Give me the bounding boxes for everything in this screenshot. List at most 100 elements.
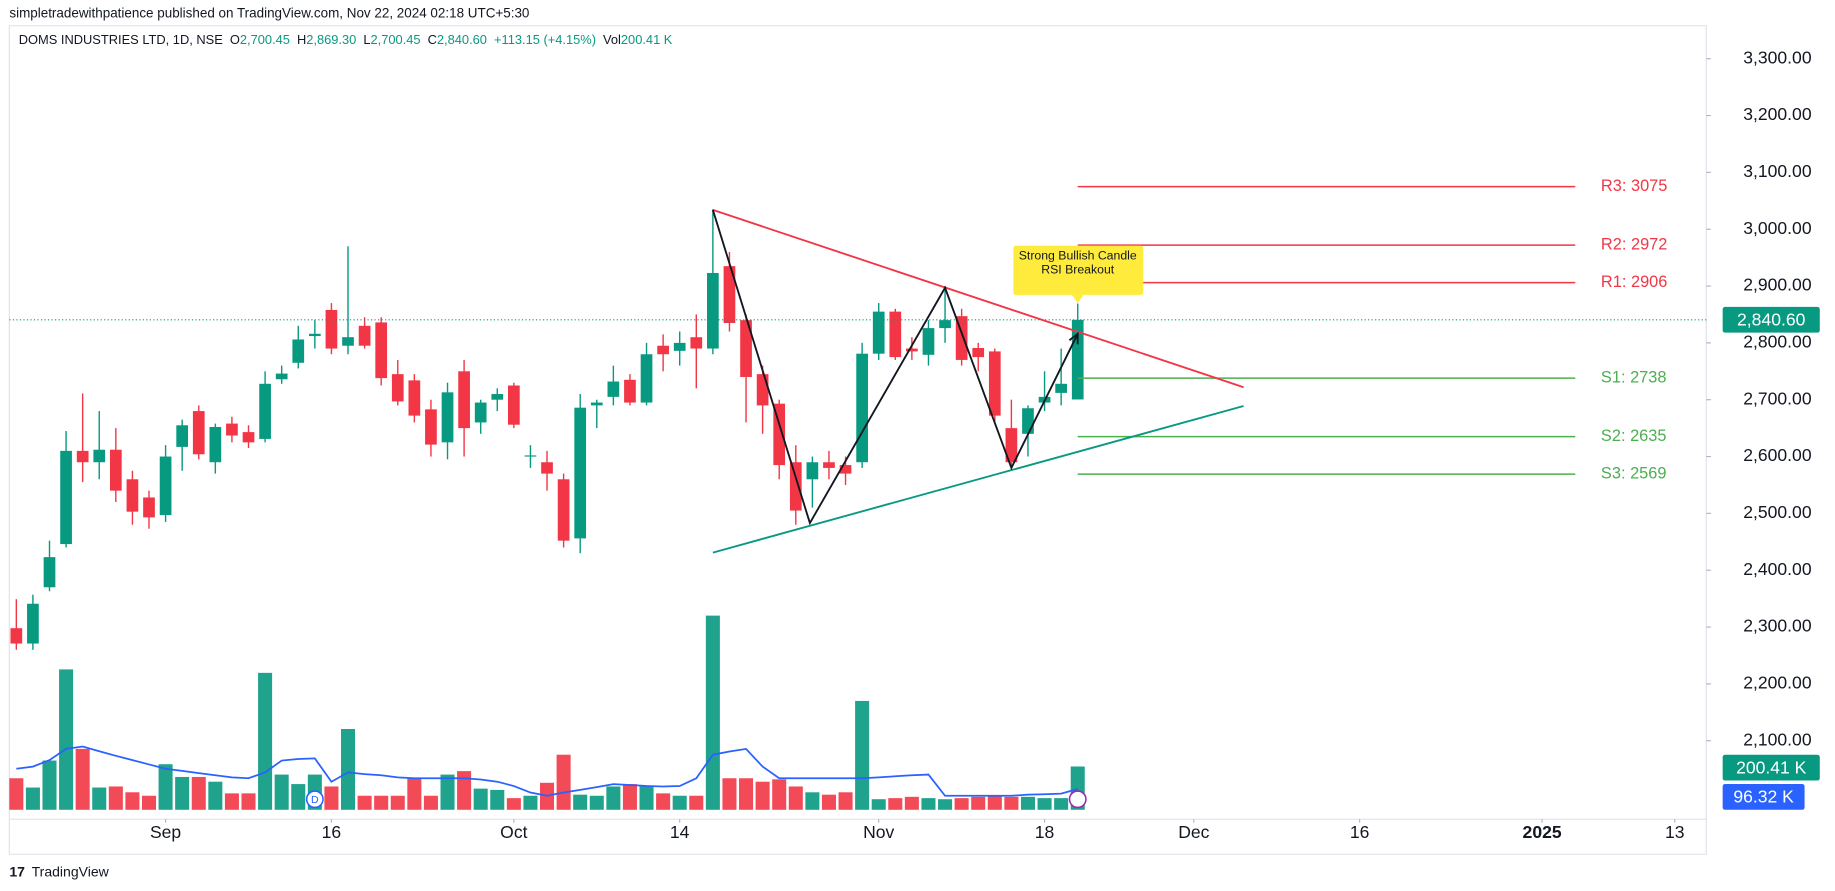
candle-body	[242, 432, 255, 443]
level-label: R3: 3075	[1601, 177, 1667, 195]
plot: 2,100.00 2,200.00 2,300.00 2,400.00 2,500.00…	[9, 47, 1820, 842]
level-label: R2: 2972	[1601, 235, 1667, 253]
volume-bar	[739, 778, 754, 810]
ohlc-legend: DOMS INDUSTRIES LTD, 1D, NSE O2,700.45 H2,…	[19, 32, 673, 47]
candle-body	[939, 320, 951, 329]
arrow-head	[1068, 331, 1079, 345]
candle-body	[126, 479, 139, 512]
ohlc-key: L	[363, 32, 370, 47]
volume-ma-last-box	[1722, 784, 1805, 810]
candle-body	[789, 462, 802, 511]
volume-bar	[108, 786, 123, 810]
candle-body	[972, 347, 985, 358]
volume-bar	[921, 798, 936, 810]
candle-body	[259, 383, 271, 439]
candle-body	[756, 374, 769, 406]
volume-bar	[59, 669, 74, 810]
y-tick-label: 2,800.00	[1743, 332, 1812, 352]
candle-body	[823, 462, 835, 468]
candle-body	[574, 407, 587, 539]
level-label: S2: 2635	[1601, 427, 1667, 445]
level-label: S1: 2738	[1601, 368, 1667, 386]
volume-bar	[25, 787, 40, 810]
volume-bar	[705, 615, 720, 810]
candle-body	[707, 272, 719, 349]
x-tick-label: 14	[670, 822, 690, 842]
candle-body	[624, 379, 636, 403]
volume-bar	[573, 794, 588, 810]
y-tick-label: 2,900.00	[1743, 275, 1812, 295]
volume-bar	[390, 795, 405, 810]
volume-bar	[987, 795, 1002, 810]
ohlc-key: C	[428, 32, 437, 47]
candle-body	[872, 311, 885, 354]
volume-bar	[92, 787, 107, 810]
footer-logo: 17 TradingView	[9, 864, 109, 880]
candle-body	[425, 409, 437, 445]
ohlc-value: 2,869.30	[306, 32, 356, 47]
volume-bar	[324, 786, 339, 810]
volume-bar	[291, 784, 306, 810]
candle-body	[740, 320, 752, 377]
publisher-header: simpletradewithpatience published on Tra…	[9, 6, 529, 21]
candle-body	[474, 402, 487, 423]
candle-body	[839, 465, 852, 474]
level-label: R1: 2906	[1601, 273, 1667, 291]
candle-body	[922, 328, 935, 355]
volume-bar	[805, 792, 820, 810]
candle-body	[640, 354, 653, 403]
candle-body	[508, 385, 520, 425]
candle-body	[673, 342, 686, 351]
volume-bar	[556, 754, 571, 810]
volume-bar	[838, 792, 853, 810]
candle-body	[192, 411, 205, 455]
x-tick-label: Sep	[150, 822, 181, 842]
candle-body	[308, 333, 321, 337]
volume-bar	[672, 795, 687, 810]
plot-frame	[8, 25, 1707, 855]
volume-bar	[9, 778, 24, 810]
volume-bar	[258, 672, 273, 810]
volume-bar	[440, 774, 455, 810]
x-tick-label: 13	[1665, 822, 1685, 842]
y-tick-label: 2,100.00	[1743, 729, 1812, 749]
callout-box	[1013, 245, 1144, 295]
candle-body	[988, 351, 1001, 416]
volume-bar	[175, 776, 190, 810]
volume-bar	[191, 776, 206, 810]
x-tick-label: Nov	[863, 822, 894, 842]
trendline	[712, 405, 1244, 554]
candle-body	[524, 455, 537, 457]
volume-bar	[855, 700, 870, 810]
volume-bar	[904, 796, 919, 810]
candle-body	[408, 380, 421, 416]
x-tick-label: 16	[322, 822, 342, 842]
volume-bar	[589, 795, 604, 810]
volume-value: 200.41 K	[621, 32, 673, 47]
x-tick-label: Oct	[500, 822, 527, 842]
volume-bar	[772, 779, 787, 810]
volume-last-box	[1722, 754, 1820, 781]
volume-bar	[423, 795, 438, 810]
candle-body	[906, 348, 918, 352]
candle-body	[856, 353, 868, 463]
candle-body	[93, 449, 106, 463]
x-tick-label: 18	[1035, 822, 1055, 842]
ohlc-key: H	[297, 32, 306, 47]
trendline	[712, 208, 1244, 389]
volume-bar	[722, 778, 737, 810]
volume-bar	[473, 788, 488, 810]
candle-body	[275, 373, 288, 380]
volume-bar	[407, 778, 422, 810]
y-tick-label: 2,300.00	[1743, 616, 1812, 636]
candle-body	[458, 371, 470, 429]
volume-bar	[490, 789, 505, 810]
y-tick-label: 3,000.00	[1743, 218, 1812, 238]
volume-bar	[954, 798, 969, 810]
y-tick-label: 2,500.00	[1743, 502, 1812, 522]
volume-bar	[938, 799, 953, 810]
symbol: DOMS INDUSTRIES LTD, 1D, NSE	[19, 32, 224, 47]
candle-body	[43, 557, 56, 588]
callout-text: Strong Bullish Candle	[1019, 249, 1137, 263]
candle-body	[889, 311, 902, 358]
